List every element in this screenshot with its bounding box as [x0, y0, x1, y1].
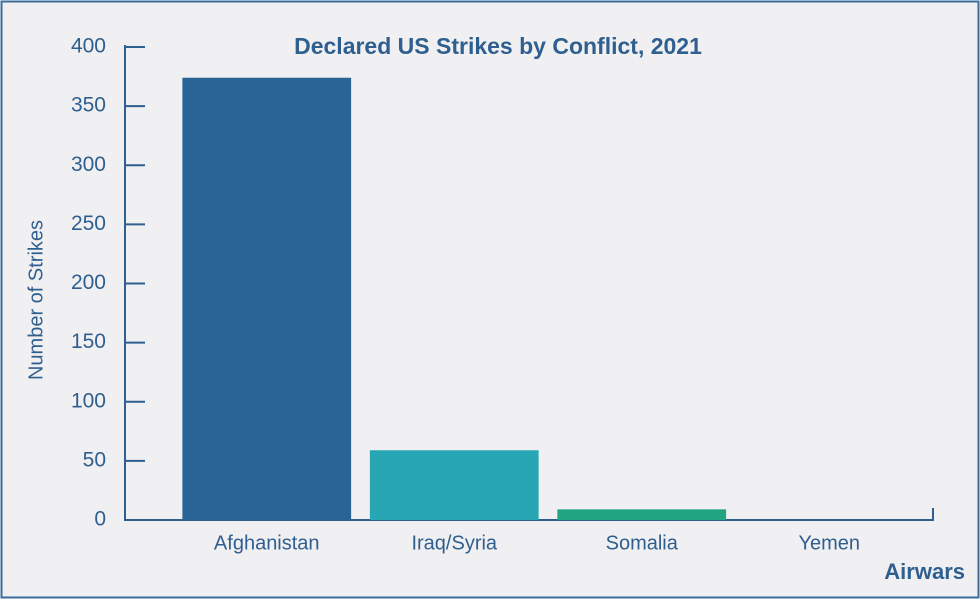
y-tick-label: 250 — [71, 212, 106, 235]
bar — [182, 77, 352, 521]
x-tick-label: Iraq/Syria — [411, 532, 497, 554]
x-tick-label: Afghanistan — [214, 532, 320, 554]
y-tick-label: 200 — [71, 271, 106, 294]
y-tick-label: 300 — [71, 153, 106, 176]
y-tick-label: 150 — [71, 330, 106, 353]
chart-title: Declared US Strikes by Conflict, 2021 — [294, 33, 702, 59]
x-tick-label: Yemen — [798, 532, 860, 554]
y-tick-label: 350 — [71, 94, 106, 117]
bar — [369, 450, 539, 520]
y-tick-label: 100 — [71, 389, 106, 412]
y-tick-label: 50 — [83, 448, 106, 471]
y-tick-label: 0 — [94, 508, 106, 531]
y-tick-label: 400 — [71, 35, 106, 58]
source-label: Airwars — [884, 559, 965, 584]
y-axis-label: Number of Strikes — [25, 220, 47, 380]
bar — [557, 509, 727, 520]
x-tick-label: Somalia — [606, 532, 679, 554]
